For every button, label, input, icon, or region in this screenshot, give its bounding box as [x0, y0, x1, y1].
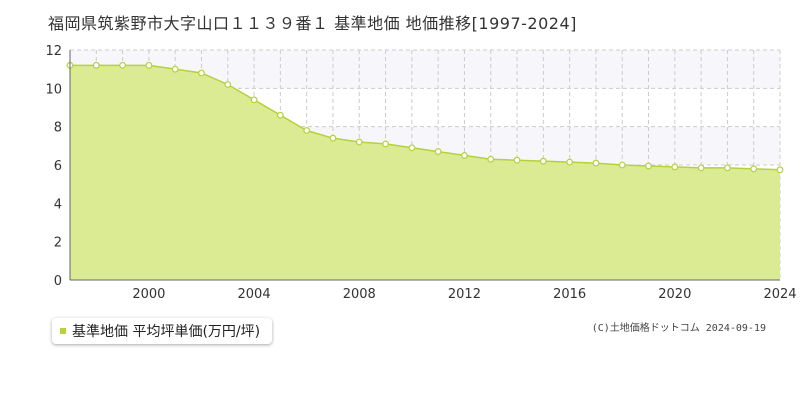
y-tick-label: 4	[54, 197, 62, 212]
data-point	[224, 81, 232, 88]
data-point	[776, 166, 784, 174]
data-markers	[66, 61, 784, 174]
x-tick-label: 2020	[658, 287, 691, 302]
y-tick-label: 2	[54, 236, 62, 251]
data-point	[250, 96, 258, 104]
y-tick-label: 0	[54, 274, 62, 289]
data-point	[408, 144, 416, 152]
data-point	[119, 61, 126, 69]
data-point	[539, 157, 547, 165]
legend-label: 基準地価 平均坪単価(万円/坪)	[72, 324, 261, 340]
legend: 基準地価 平均坪単価(万円/坪)	[52, 318, 273, 344]
x-tick-label: 2024	[763, 287, 796, 302]
data-point	[513, 156, 521, 164]
data-point	[697, 164, 705, 172]
data-point	[434, 148, 442, 155]
data-point	[750, 165, 758, 173]
area-fill	[70, 65, 780, 280]
data-point	[566, 158, 574, 166]
data-point	[276, 111, 284, 119]
data-point	[145, 61, 153, 69]
legend-marker-icon	[60, 328, 66, 334]
data-point	[645, 162, 652, 170]
data-point	[92, 61, 100, 69]
data-point	[724, 164, 731, 172]
y-tick-label: 6	[54, 159, 62, 174]
y-tick-label: 10	[45, 82, 62, 97]
credit-text: (C)土地価格ドットコム 2024-09-19	[591, 323, 766, 334]
data-point	[487, 155, 495, 163]
data-point	[329, 134, 337, 142]
y-tick-label: 12	[45, 44, 62, 59]
data-point	[198, 69, 205, 77]
x-tick-label: 2008	[343, 287, 376, 302]
area-series	[70, 64, 781, 280]
data-point	[592, 159, 600, 167]
data-point	[355, 138, 363, 146]
axes	[69, 50, 780, 281]
chart-title: 福岡県筑紫野市大字山口１１３９番１ 基準地価 地価推移[1997-2024]	[48, 14, 577, 33]
data-point	[461, 152, 468, 159]
y-tick-label: 8	[54, 121, 62, 136]
data-point	[171, 65, 179, 73]
data-point	[618, 161, 626, 169]
data-point	[303, 127, 311, 134]
data-point	[382, 140, 389, 148]
tick-labels: 0 2 4 6 8 10 12 2000 2004 2008 2012 2016 2020 2024	[45, 44, 796, 302]
x-tick-label: 2016	[553, 287, 586, 302]
x-tick-label: 2012	[448, 287, 481, 302]
x-tick-label: 2000	[132, 287, 165, 302]
x-tick-label: 2004	[238, 287, 271, 302]
data-point	[671, 163, 679, 171]
series-line	[70, 64, 781, 171]
